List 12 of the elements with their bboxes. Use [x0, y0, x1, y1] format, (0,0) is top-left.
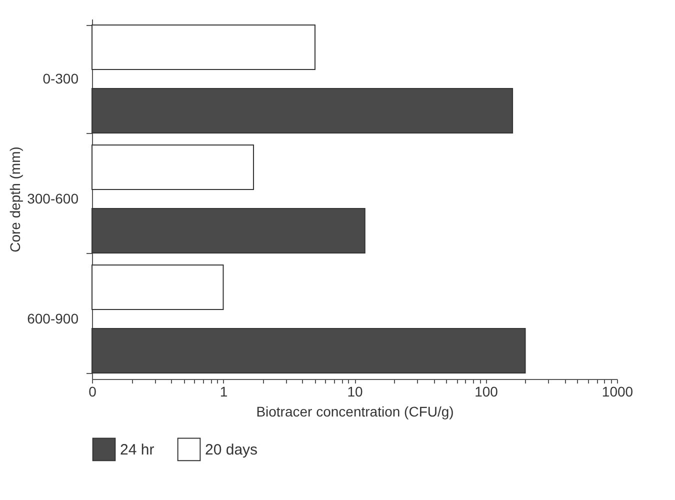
legend-label: 20 days: [205, 441, 258, 458]
x-tick-label: 1: [220, 384, 228, 400]
x-tick-label: 0: [88, 384, 97, 400]
y-axis-title: Core depth (mm): [7, 146, 24, 252]
x-tick-label: 1000: [602, 384, 634, 400]
y-tick-label: 300-600: [27, 190, 79, 206]
y-tick-label: 0-300: [42, 70, 79, 86]
x-tick-label: 100: [474, 384, 498, 400]
legend-label: 24 hr: [120, 441, 154, 458]
x-tick-label: 10: [347, 384, 363, 400]
x-axis-title: Biotracer concentration (CFU/g): [256, 404, 454, 420]
y-tick-label: 600-900: [27, 310, 79, 326]
